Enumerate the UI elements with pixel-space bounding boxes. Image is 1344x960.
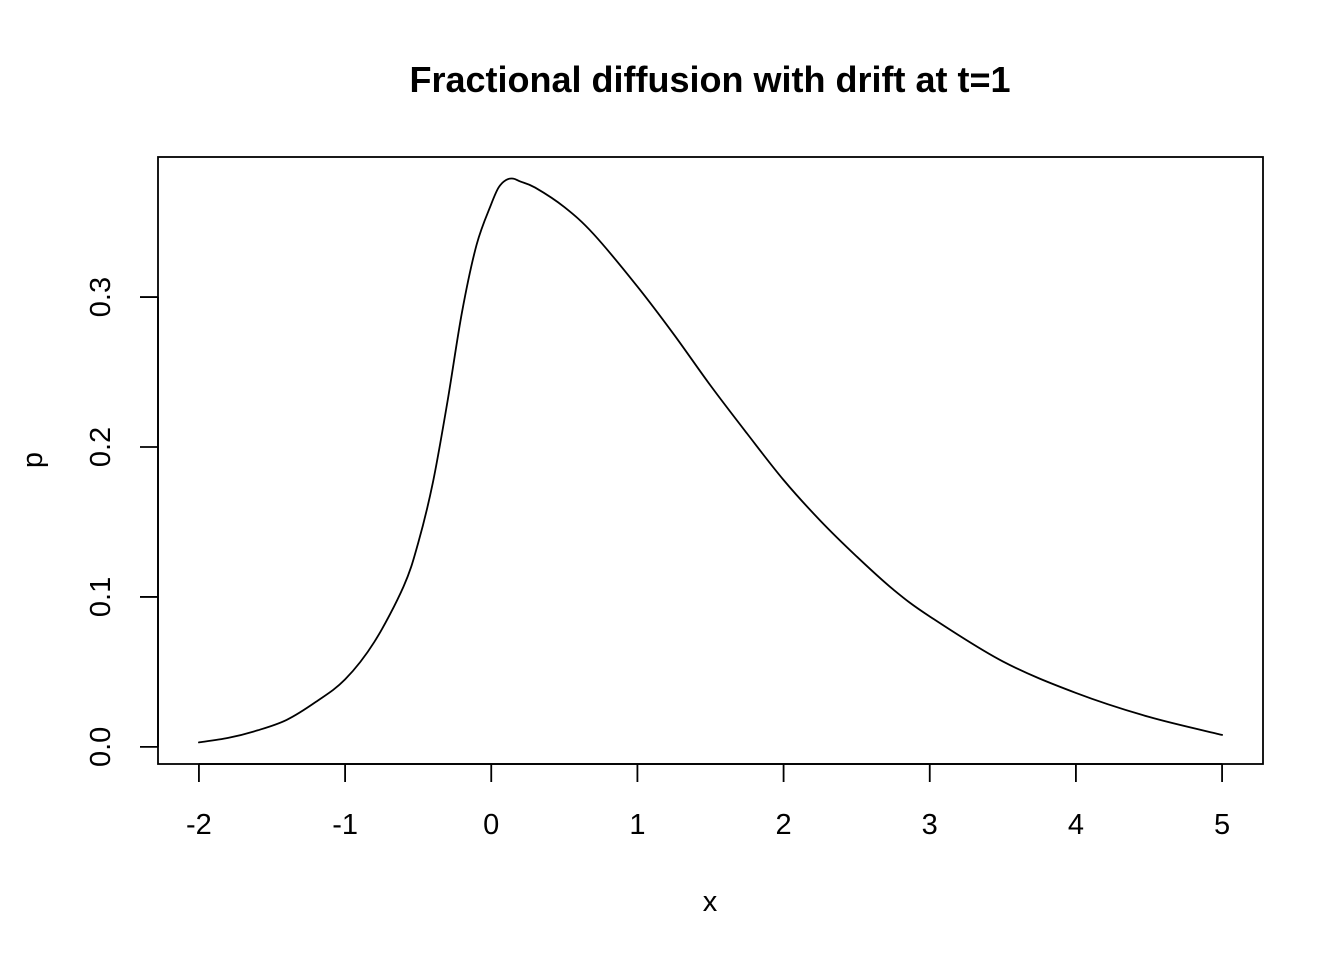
x-tick-label: -1 <box>332 809 358 841</box>
y-axis: 0.0 0.1 0.2 0.3 <box>85 277 159 767</box>
x-tick-label: -2 <box>186 809 212 841</box>
y-tick-label: 0.0 <box>85 727 117 767</box>
x-tick-label: 3 <box>922 809 938 841</box>
series-line <box>198 177 1223 744</box>
x-tick-label: 0 <box>483 809 499 841</box>
x-tick-label: 5 <box>1214 809 1230 841</box>
y-tick-label: 0.1 <box>85 577 117 617</box>
x-axis: -2 -1 0 1 2 3 4 5 <box>186 763 1230 841</box>
x-axis-label: x <box>703 886 718 918</box>
x-tick-label: 4 <box>1068 809 1084 841</box>
y-axis-label: p <box>17 452 49 468</box>
x-tick-label: 1 <box>629 809 645 841</box>
y-tick-label: 0.3 <box>85 277 117 317</box>
chart-title: Fractional diffusion with drift at t=1 <box>409 59 1010 100</box>
y-tick-label: 0.2 <box>85 427 117 467</box>
x-tick-label: 2 <box>776 809 792 841</box>
plot-frame <box>157 156 1264 765</box>
